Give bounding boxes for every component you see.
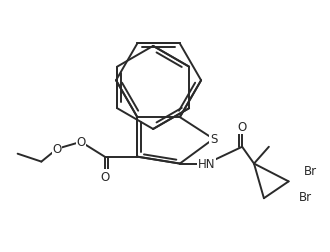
Text: HN: HN [198, 158, 215, 170]
Text: O: O [100, 170, 109, 183]
Text: O: O [52, 143, 62, 156]
Text: O: O [238, 121, 247, 134]
Text: Br: Br [299, 190, 312, 203]
Text: Br: Br [304, 164, 316, 177]
Text: S: S [210, 133, 217, 146]
Text: O: O [76, 136, 85, 149]
